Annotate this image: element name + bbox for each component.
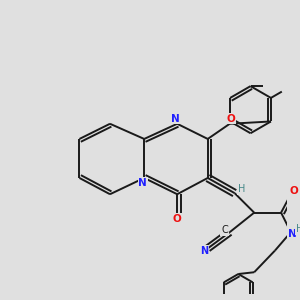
Text: N: N	[171, 114, 180, 124]
Text: O: O	[173, 214, 182, 224]
Text: N: N	[200, 246, 208, 256]
Text: C: C	[221, 225, 228, 235]
Text: N: N	[138, 178, 147, 188]
Text: N: N	[288, 229, 297, 238]
Text: O: O	[227, 114, 236, 124]
Text: H: H	[296, 224, 300, 234]
Text: H: H	[238, 184, 245, 194]
Text: O: O	[290, 186, 299, 196]
